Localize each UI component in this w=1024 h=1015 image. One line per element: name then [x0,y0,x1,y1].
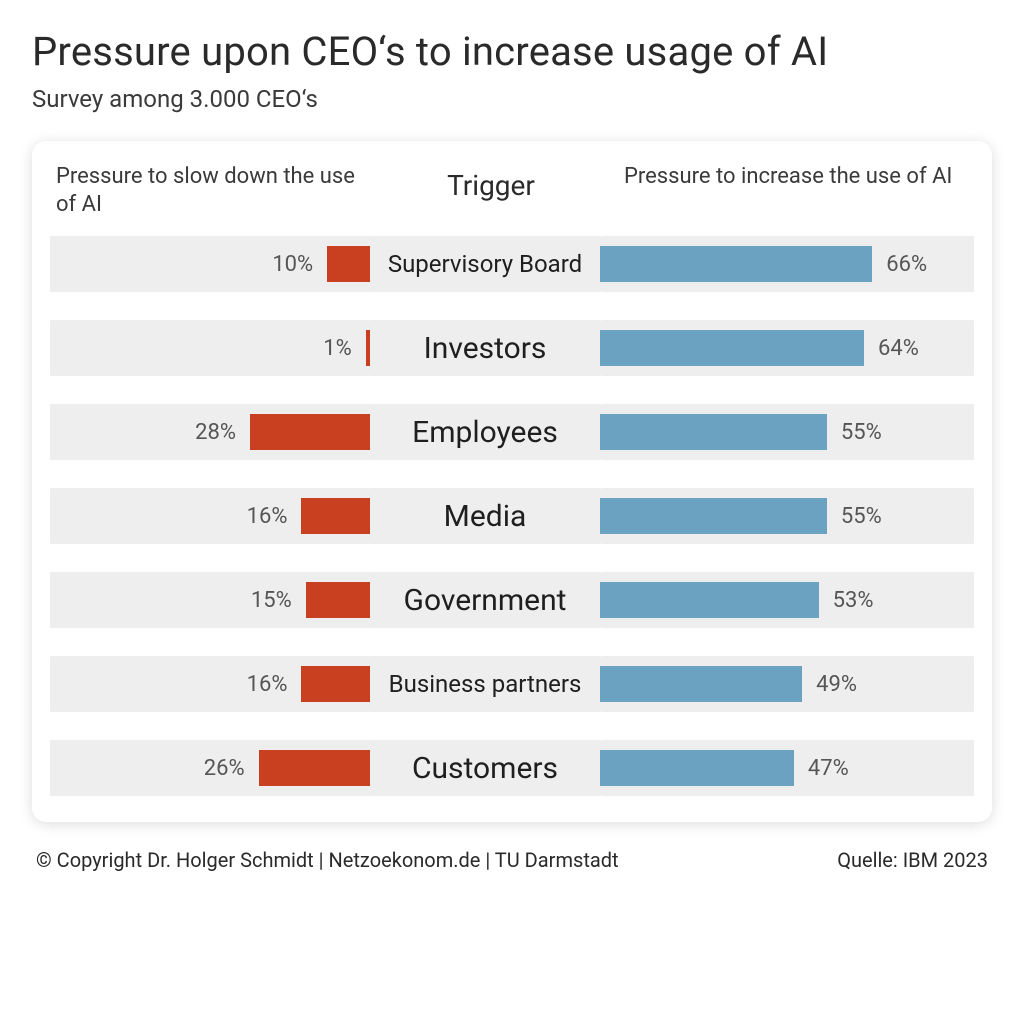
chart-rows: 10% Supervisory Board 66% 1% Investors 64% 28%… [50,236,974,796]
row-right: 66% [600,236,974,292]
slow-down-bar [259,750,370,786]
increase-value-label: 55% [841,504,882,529]
increase-value-label: 47% [808,756,849,781]
chart-panel: Pressure to slow down the use of AI Trig… [32,141,992,822]
row-left: 1% [50,320,370,376]
increase-bar [600,414,827,450]
row-center: Investors [370,320,600,376]
row-category-label: Media [444,499,527,534]
row-left: 10% [50,236,370,292]
chart-row: 26% Customers 47% [50,740,974,796]
increase-bar [600,330,864,366]
row-right: 49% [600,656,974,712]
footer-copyright: © Copyright Dr. Holger Schmidt | Netzoek… [36,848,619,872]
row-center: Business partners [370,656,600,712]
row-center: Customers [370,740,600,796]
slow-down-value-label: 26% [204,756,245,781]
increase-bar [600,750,794,786]
row-left: 15% [50,572,370,628]
slow-down-value-label: 15% [251,588,292,613]
row-left: 28% [50,404,370,460]
increase-value-label: 49% [816,672,857,697]
slow-down-bar [301,498,370,534]
increase-value-label: 53% [833,588,874,613]
row-right: 53% [600,572,974,628]
slow-down-bar [301,666,370,702]
chart-footer: © Copyright Dr. Holger Schmidt | Netzoek… [32,822,992,872]
slow-down-value-label: 16% [247,504,288,529]
chart-row: 28% Employees 55% [50,404,974,460]
footer-source: Quelle: IBM 2023 [837,848,988,872]
chart-title: Pressure upon CEO‘s to increase usage of… [32,28,992,75]
row-category-label: Business partners [389,670,582,698]
row-left: 16% [50,488,370,544]
slow-down-value-label: 10% [272,252,313,277]
row-category-label: Customers [412,751,558,786]
row-category-label: Investors [424,331,547,366]
increase-value-label: 64% [878,336,919,361]
chart-subtitle: Survey among 3.000 CEO‘s [32,85,992,113]
increase-bar [600,246,872,282]
row-right: 47% [600,740,974,796]
header-left: Pressure to slow down the use of AI [56,163,376,218]
increase-bar [600,582,819,618]
chart-header-row: Pressure to slow down the use of AI Trig… [50,163,974,236]
row-left-track [50,236,370,292]
row-left: 26% [50,740,370,796]
slow-down-bar [306,582,370,618]
increase-value-label: 66% [886,252,927,277]
slow-down-bar [366,330,370,366]
row-center: Employees [370,404,600,460]
header-right: Pressure to increase the use of AI [606,163,968,191]
row-right: 55% [600,404,974,460]
chart-row: 16% Media 55% [50,488,974,544]
slow-down-value-label: 1% [323,336,351,361]
chart-row: 16% Business partners 49% [50,656,974,712]
row-category-label: Supervisory Board [388,250,582,278]
slow-down-bar [250,414,370,450]
increase-value-label: 55% [841,420,882,445]
row-left-track [50,320,370,376]
row-center: Media [370,488,600,544]
row-category-label: Government [404,583,567,618]
row-center: Government [370,572,600,628]
chart-row: 15% Government 53% [50,572,974,628]
row-right: 55% [600,488,974,544]
chart-row: 1% Investors 64% [50,320,974,376]
increase-bar [600,498,827,534]
chart-row: 10% Supervisory Board 66% [50,236,974,292]
slow-down-bar [327,246,370,282]
row-category-label: Employees [412,415,558,450]
header-center: Trigger [376,163,606,202]
row-left: 16% [50,656,370,712]
row-center: Supervisory Board [370,236,600,292]
slow-down-value-label: 28% [195,420,236,445]
increase-bar [600,666,802,702]
row-right: 64% [600,320,974,376]
slow-down-value-label: 16% [247,672,288,697]
